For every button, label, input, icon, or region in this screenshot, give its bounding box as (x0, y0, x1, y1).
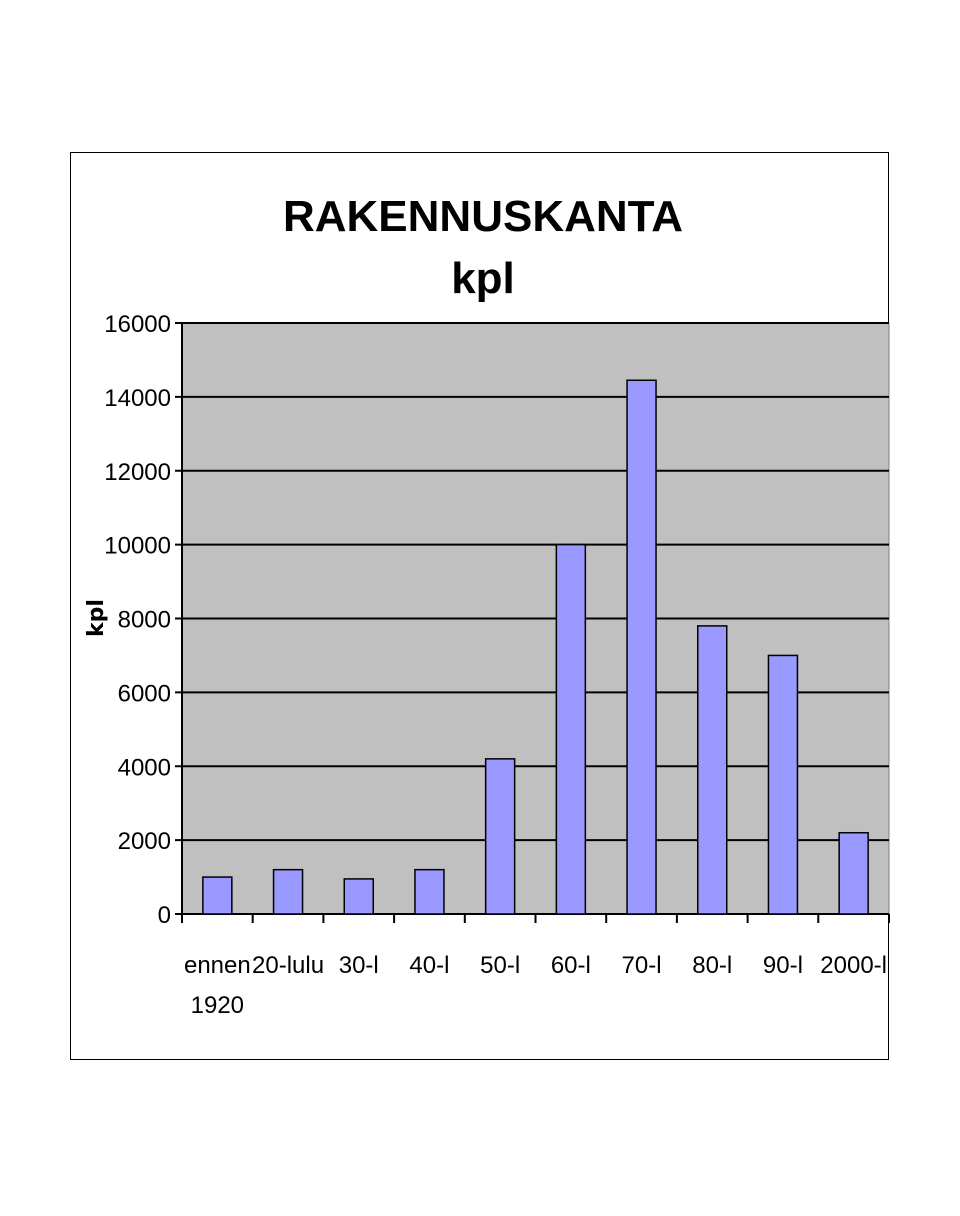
x-tick-label: 20-lulu (252, 952, 324, 979)
y-axis-ticks: 0 2000 4000 6000 8000 10000 12000 14000 16000 (104, 311, 182, 929)
y-tick-label: 14000 (104, 385, 171, 412)
bar-7 (626, 379, 657, 915)
x-tick-label: 80-l (692, 952, 732, 979)
x-tick-label: 2000-l (820, 952, 887, 979)
bar-9 (767, 654, 799, 915)
chart-title: RAKENNUSKANTA (283, 192, 683, 241)
y-tick-label: 16000 (104, 311, 171, 338)
chart-frame: RAKENNUSKANTA kpl 0 2000 4000 6000 8000 10000… (70, 152, 890, 1060)
y-tick-label: 10000 (104, 533, 171, 560)
bar-chart: RAKENNUSKANTA kpl 0 2000 4000 6000 8000 10000… (84, 192, 890, 1019)
bar-8 (697, 625, 728, 915)
bar-4 (414, 868, 445, 915)
bar-6 (555, 543, 587, 915)
bar-2 (272, 868, 304, 915)
x-tick-label: 30-l (339, 952, 379, 979)
bar-5 (484, 758, 516, 915)
x-tick-label: 40-l (409, 952, 449, 979)
x-axis-ticks: ennen 1920 20-lulu 30-l 40-l 50-l 60-l 70-l 80-l… (181, 914, 890, 1019)
bar-3 (343, 878, 374, 915)
y-tick-label: 6000 (118, 680, 171, 707)
bar-1 (202, 876, 233, 915)
y-tick-label: 0 (158, 902, 171, 929)
y-tick-label: 12000 (104, 459, 171, 486)
y-tick-label: 2000 (118, 828, 171, 855)
plot-area (181, 322, 890, 915)
y-tick-label: 4000 (118, 754, 171, 781)
chart-subtitle: kpl (451, 254, 515, 303)
bar-10 (838, 831, 869, 915)
y-axis-label: kpl (84, 599, 109, 637)
x-tick-label: 50-l (480, 952, 520, 979)
x-tick-label: 70-l (622, 952, 662, 979)
x-tick-label: 1920 (191, 992, 244, 1019)
x-tick-label: 60-l (551, 952, 591, 979)
y-tick-label: 8000 (118, 607, 171, 634)
x-tick-label: 90-l (763, 952, 803, 979)
x-tick-label: ennen (184, 952, 251, 979)
bar-series (202, 379, 869, 915)
